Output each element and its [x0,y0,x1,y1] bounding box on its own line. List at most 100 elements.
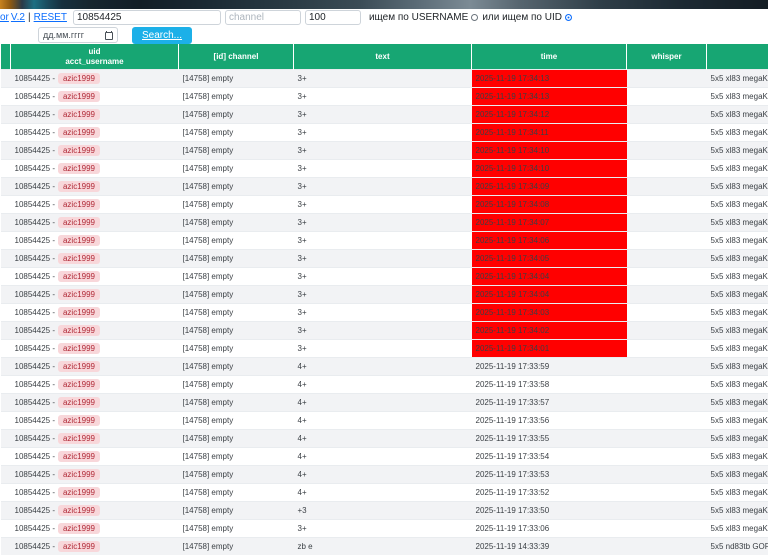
cell-whisper [627,394,707,412]
cell-last-message: 5x5 xl83 megaKill [707,286,768,304]
cell-text: 4+ [294,376,472,394]
cell-channel: [14758] empty [179,358,294,376]
cell-time: 2025-11-19 17:34:09 [472,178,627,196]
reset-link[interactable]: RESET [34,12,67,23]
acct-username-badge[interactable]: azic1999 [58,253,100,265]
acct-username-badge[interactable]: azic1999 [58,163,100,175]
row-spacer-cell [1,106,11,124]
acct-username-badge[interactable]: azic1999 [58,397,100,409]
uid-value: 10854425 - [15,182,55,191]
header-last [707,44,768,70]
version-link[interactable]: V.2 [11,12,25,23]
acct-username-badge[interactable]: azic1999 [58,271,100,283]
cell-whisper [627,376,707,394]
row-spacer-cell [1,214,11,232]
cell-time: 2025-11-19 17:33:06 [472,520,627,538]
cell-uid: 10854425 -azic1999 [11,340,179,358]
uid-value: 10854425 - [15,164,55,173]
acct-username-badge[interactable]: azic1999 [58,523,100,535]
cell-text: 3+ [294,250,472,268]
acct-username-badge[interactable]: azic1999 [58,289,100,301]
uid-value: 10854425 - [15,362,55,371]
cell-channel: [14758] empty [179,520,294,538]
acct-username-badge[interactable]: azic1999 [58,541,100,553]
uid-value: 10854425 - [15,74,55,83]
acct-username-badge[interactable]: azic1999 [58,325,100,337]
cell-text: 4+ [294,466,472,484]
cell-whisper [627,304,707,322]
cell-last-message: 5x5 xl83 megaKill [707,484,768,502]
cell-time: 2025-11-19 17:33:59 [472,358,627,376]
header-text[interactable]: text [294,44,472,70]
cell-channel: [14758] empty [179,142,294,160]
cell-last-message: 5x5 nd83tb GOFAST [707,538,768,555]
uid-value: 10854425 - [15,290,55,299]
acct-username-badge[interactable]: azic1999 [58,145,100,157]
uid-value: 10854425 - [15,470,55,479]
uid-value: 10854425 - [15,398,55,407]
acct-username-badge[interactable]: azic1999 [58,307,100,319]
cell-whisper [627,232,707,250]
acct-username-badge[interactable]: azic1999 [58,415,100,427]
header-whisper[interactable]: whisper [627,44,707,70]
limit-input[interactable] [305,10,361,25]
date-input[interactable]: дд.мм.гггг [38,27,118,43]
header-time[interactable]: time [472,44,627,70]
channel-input[interactable] [225,10,301,25]
uid-input[interactable] [73,10,221,25]
acct-username-badge[interactable]: azic1999 [58,469,100,481]
acct-username-badge[interactable]: azic1999 [58,361,100,373]
acct-username-badge[interactable]: azic1999 [58,379,100,391]
header-uid[interactable]: uid acct_username [11,44,179,70]
acct-username-badge[interactable]: azic1999 [58,91,100,103]
radio-search-by-uid[interactable] [565,14,572,21]
radio-username-label: ищем по USERNAME [369,12,468,23]
acct-username-badge[interactable]: azic1999 [58,505,100,517]
cell-text: 3+ [294,142,472,160]
cell-time: 2025-11-19 17:34:04 [472,286,627,304]
acct-username-badge[interactable]: azic1999 [58,235,100,247]
radio-search-by-username[interactable] [471,14,478,21]
acct-username-badge[interactable]: azic1999 [58,487,100,499]
row-spacer-cell [1,286,11,304]
search-button[interactable]: Search... [132,27,192,44]
acct-username-badge[interactable]: azic1999 [58,451,100,463]
acct-username-badge[interactable]: azic1999 [58,199,100,211]
header-channel[interactable]: [id] channel [179,44,294,70]
cell-whisper [627,124,707,142]
cell-whisper [627,142,707,160]
acct-username-badge[interactable]: azic1999 [58,217,100,229]
acct-username-badge[interactable]: azic1999 [58,343,100,355]
acct-username-badge[interactable]: azic1999 [58,109,100,121]
cell-channel: [14758] empty [179,412,294,430]
acct-username-badge[interactable]: azic1999 [58,127,100,139]
acct-username-badge[interactable]: azic1999 [58,181,100,193]
acct-username-badge[interactable]: azic1999 [58,73,100,85]
